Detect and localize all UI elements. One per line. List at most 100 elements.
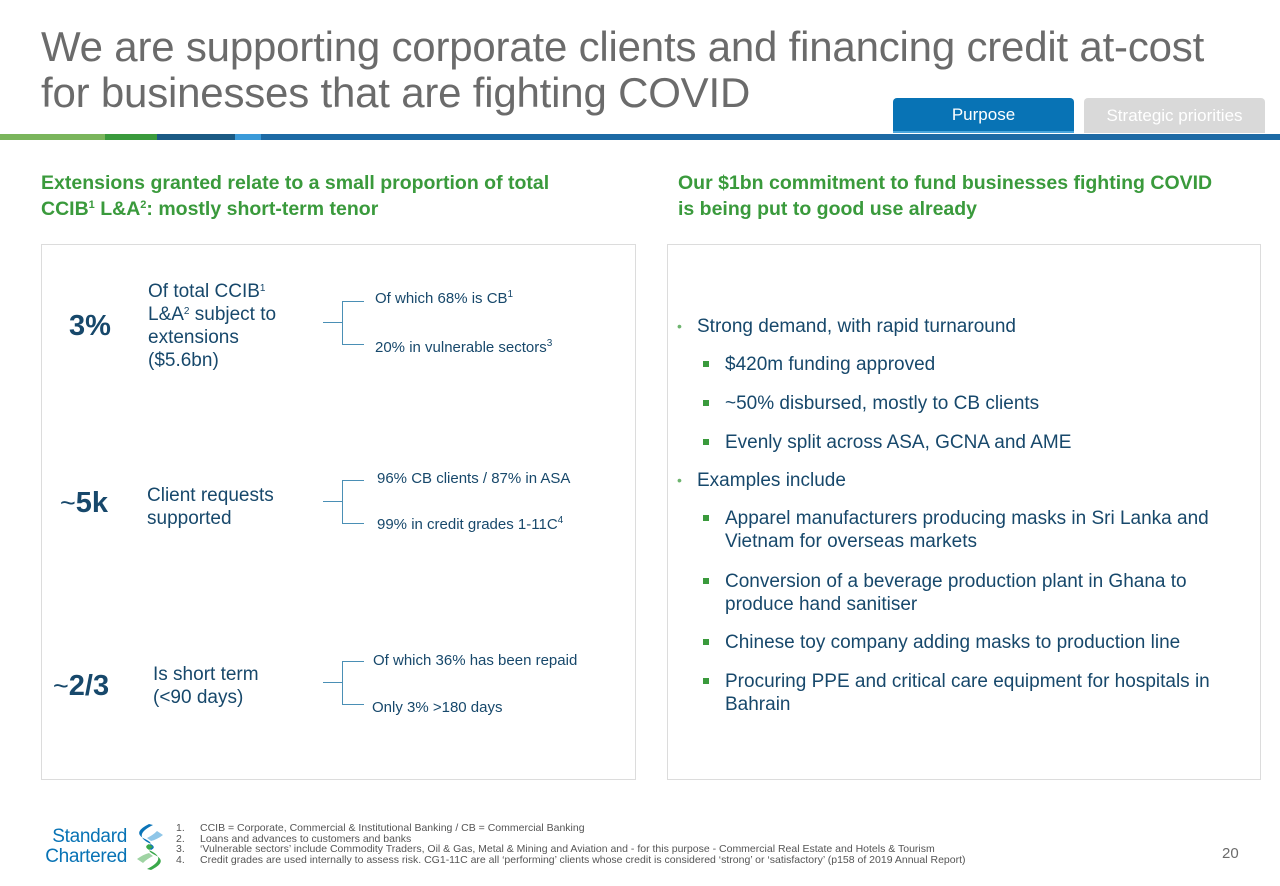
bullet-level2: Evenly split across ASA, GCNA and AME: [703, 431, 1071, 454]
metric-client-requests-sub-top: 96% CB clients / 87% in ASA: [377, 470, 571, 487]
right-commitment-panel: [667, 244, 1261, 780]
desc-text: ($5.6bn): [148, 350, 219, 371]
bullet-text-line: Apparel manufacturers producing masks in…: [725, 508, 1209, 529]
bracket-connector: [323, 661, 371, 705]
bullet-text: ~50% disbursed, mostly to CB clients: [725, 393, 1040, 414]
footnote-3: 3. ‘Vulnerable sectors’ include Commodity…: [176, 844, 966, 855]
slide-title: We are supporting corporate clients and …: [41, 23, 1205, 116]
bullet-level2: $420m funding approved: [703, 353, 935, 376]
bullet-text: Procuring PPE and critical care equipmen…: [725, 670, 1210, 716]
left-section-heading: Extensions granted relate to a small pro…: [41, 170, 641, 222]
bracket-connector: [323, 301, 371, 345]
metric-client-requests-description: Client requests supported: [147, 484, 274, 530]
desc-text: (<90 days): [153, 687, 244, 708]
footnote-ref: 3: [546, 338, 553, 349]
footnote-text: ‘Vulnerable sectors’ include Commodity T…: [200, 843, 935, 855]
footnote-ref: 2: [183, 306, 190, 317]
standard-chartered-logo: Standard Chartered: [41, 824, 171, 871]
footnote-ref: 1: [88, 199, 95, 211]
bullet-text-line: Procuring PPE and critical care equipmen…: [725, 671, 1210, 692]
tab-strategic-priorities-label: Strategic priorities: [1106, 105, 1243, 125]
footnote-number: 4.: [176, 853, 185, 866]
bullet-level2: Conversion of a beverage production plan…: [703, 570, 1187, 616]
bullet-text: Apparel manufacturers producing masks in…: [725, 507, 1209, 553]
square-bullet-icon: [703, 631, 725, 654]
sub-text: Of which 68% is CB: [375, 290, 508, 307]
tab-purpose[interactable]: Purpose: [893, 98, 1074, 133]
square-bullet-icon: [703, 570, 725, 616]
band-segment-blue: [261, 134, 1280, 140]
bullet-text: Strong demand, with rapid turnaround: [697, 316, 1016, 337]
metric-short-term-description: Is short term (<90 days): [153, 663, 259, 709]
bullet-level2: ~50% disbursed, mostly to CB clients: [703, 392, 1039, 415]
logo-line1: Standard: [52, 826, 127, 847]
left-heading-line1: Extensions granted relate to a small pro…: [41, 172, 550, 194]
left-metrics-panel: [41, 244, 636, 780]
square-bullet-icon: [703, 353, 725, 376]
bullet-text: Evenly split across ASA, GCNA and AME: [725, 432, 1072, 453]
bullet-text: Chinese toy company adding masks to prod…: [725, 632, 1181, 653]
bullet-level1: • Examples include: [671, 469, 846, 492]
bullet-text-line: Bahrain: [725, 694, 791, 715]
band-segment-sky: [235, 134, 261, 140]
footnote-ref: 2: [140, 199, 147, 211]
footnote-text: Loans and advances to customers and bank…: [200, 832, 412, 845]
tab-strategic-priorities[interactable]: Strategic priorities: [1084, 98, 1265, 133]
right-heading-line1: Our $1bn commitment to fund businesses f…: [678, 172, 1213, 194]
bullet-text-line: Conversion of a beverage production plan…: [725, 571, 1187, 592]
footnote-text: Credit grades are used internally to ass…: [200, 853, 966, 866]
tilde: ~: [53, 671, 69, 701]
right-section-heading: Our $1bn commitment to fund businesses f…: [678, 170, 1278, 222]
logo-wordmark: Standard Chartered: [41, 827, 127, 867]
left-heading-line2: CCIB1 L&A2: mostly short-term tenor: [41, 196, 641, 222]
bullet-text-line: Vietnam for overseas markets: [725, 531, 978, 552]
page-number: 20: [1222, 845, 1239, 862]
band-segment-navy: [157, 134, 235, 140]
metric-client-requests-sub-bottom: 99% in credit grades 1-11C4: [377, 516, 563, 534]
footnote-ref: 1: [507, 289, 514, 300]
footnote-1: 1. CCIB = Corporate, Commercial & Institu…: [176, 823, 966, 834]
desc-text: extensions: [148, 327, 239, 348]
bullet-text-line: produce hand sanitiser: [725, 594, 918, 615]
right-heading-line2: is being put to good use already: [678, 198, 978, 220]
square-bullet-icon: [703, 392, 725, 415]
bullet-text: $420m funding approved: [725, 354, 936, 375]
heading-text: CCIB: [41, 198, 89, 220]
band-segment-light-green: [0, 134, 105, 140]
footnote-text: CCIB = Corporate, Commercial & Instituti…: [200, 822, 585, 834]
metric-short-term-sub-top: Of which 36% has been repaid: [373, 652, 578, 669]
bullet-dot-icon: •: [677, 318, 682, 334]
metric-extensions-sub-bottom: 20% in vulnerable sectors3: [375, 339, 552, 357]
footnote-ref: 1: [259, 283, 266, 294]
heading-text: L&A: [94, 198, 141, 220]
bullet-level2: Procuring PPE and critical care equipmen…: [703, 670, 1210, 716]
metric-extensions-description: Of total CCIB1 L&A2 subject to extension…: [148, 280, 276, 372]
bullet-level2: Chinese toy company adding masks to prod…: [703, 631, 1180, 654]
value-text: 5k: [75, 487, 109, 519]
heading-text: : mostly short-term tenor: [146, 198, 379, 220]
desc-text: Client requests: [147, 485, 274, 506]
desc-text: L&A: [148, 304, 184, 325]
footnote-2: 2. Loans and advances to customers and ba…: [176, 832, 966, 845]
desc-text: subject to: [189, 304, 277, 325]
bullet-text: Examples include: [697, 470, 846, 491]
square-bullet-icon: [703, 507, 725, 553]
bullet-dot-icon: •: [677, 472, 682, 488]
bullet-level2: Apparel manufacturers producing masks in…: [703, 507, 1209, 553]
sub-text: 99% in credit grades 1-11C: [377, 516, 558, 533]
tilde: ~: [60, 488, 76, 518]
metric-client-requests-value: ~5k: [60, 487, 108, 519]
logo-line2: Chartered: [45, 846, 127, 867]
footnote-number: 3.: [176, 843, 185, 855]
band-segment-green: [105, 134, 157, 140]
value-text: 2/3: [68, 670, 110, 702]
bracket-connector: [323, 480, 371, 524]
desc-text: supported: [147, 508, 232, 529]
footnotes: 1. CCIB = Corporate, Commercial & Institu…: [176, 823, 966, 865]
square-bullet-icon: [703, 431, 725, 454]
sub-text: 20% in vulnerable sectors: [375, 339, 547, 356]
footnote-number: 2.: [176, 832, 185, 845]
bullet-level1: • Strong demand, with rapid turnaround: [671, 315, 1016, 338]
footnote-ref: 4: [557, 515, 564, 526]
metric-short-term-sub-bottom: Only 3% >180 days: [372, 699, 503, 716]
